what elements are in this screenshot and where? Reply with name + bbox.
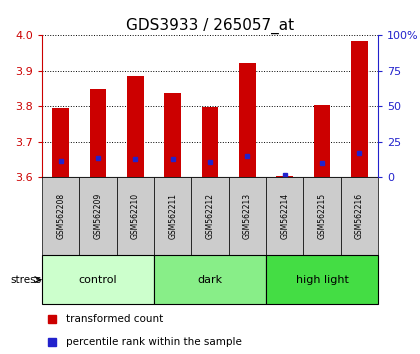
- Bar: [202, 107, 218, 177]
- Bar: [117, 177, 154, 255]
- Text: high light: high light: [296, 275, 349, 285]
- Text: GSM562213: GSM562213: [243, 193, 252, 239]
- Bar: [266, 177, 303, 255]
- Bar: [239, 63, 256, 177]
- Bar: [127, 76, 144, 177]
- Bar: [192, 177, 228, 255]
- Bar: [89, 89, 106, 177]
- Text: transformed count: transformed count: [66, 314, 163, 325]
- Bar: [303, 177, 341, 255]
- Bar: [52, 108, 69, 177]
- Text: stress: stress: [10, 275, 41, 285]
- Bar: [341, 177, 378, 255]
- Bar: [276, 176, 293, 177]
- Bar: [42, 255, 154, 304]
- Bar: [154, 255, 266, 304]
- Text: GSM562208: GSM562208: [56, 193, 65, 239]
- Bar: [228, 177, 266, 255]
- Text: GSM562211: GSM562211: [168, 193, 177, 239]
- Bar: [314, 105, 331, 177]
- Bar: [154, 177, 192, 255]
- Bar: [351, 41, 368, 177]
- Text: percentile rank within the sample: percentile rank within the sample: [66, 337, 241, 348]
- Text: GSM562210: GSM562210: [131, 193, 140, 239]
- Bar: [79, 177, 117, 255]
- Text: GSM562212: GSM562212: [205, 193, 215, 239]
- Text: GSM562215: GSM562215: [318, 193, 326, 239]
- Text: control: control: [79, 275, 117, 285]
- Text: GSM562216: GSM562216: [355, 193, 364, 239]
- Bar: [266, 255, 378, 304]
- Text: dark: dark: [197, 275, 223, 285]
- Bar: [42, 177, 79, 255]
- Bar: [164, 93, 181, 177]
- Text: GSM562214: GSM562214: [280, 193, 289, 239]
- Title: GDS3933 / 265057_at: GDS3933 / 265057_at: [126, 18, 294, 34]
- Text: GSM562209: GSM562209: [94, 193, 102, 239]
